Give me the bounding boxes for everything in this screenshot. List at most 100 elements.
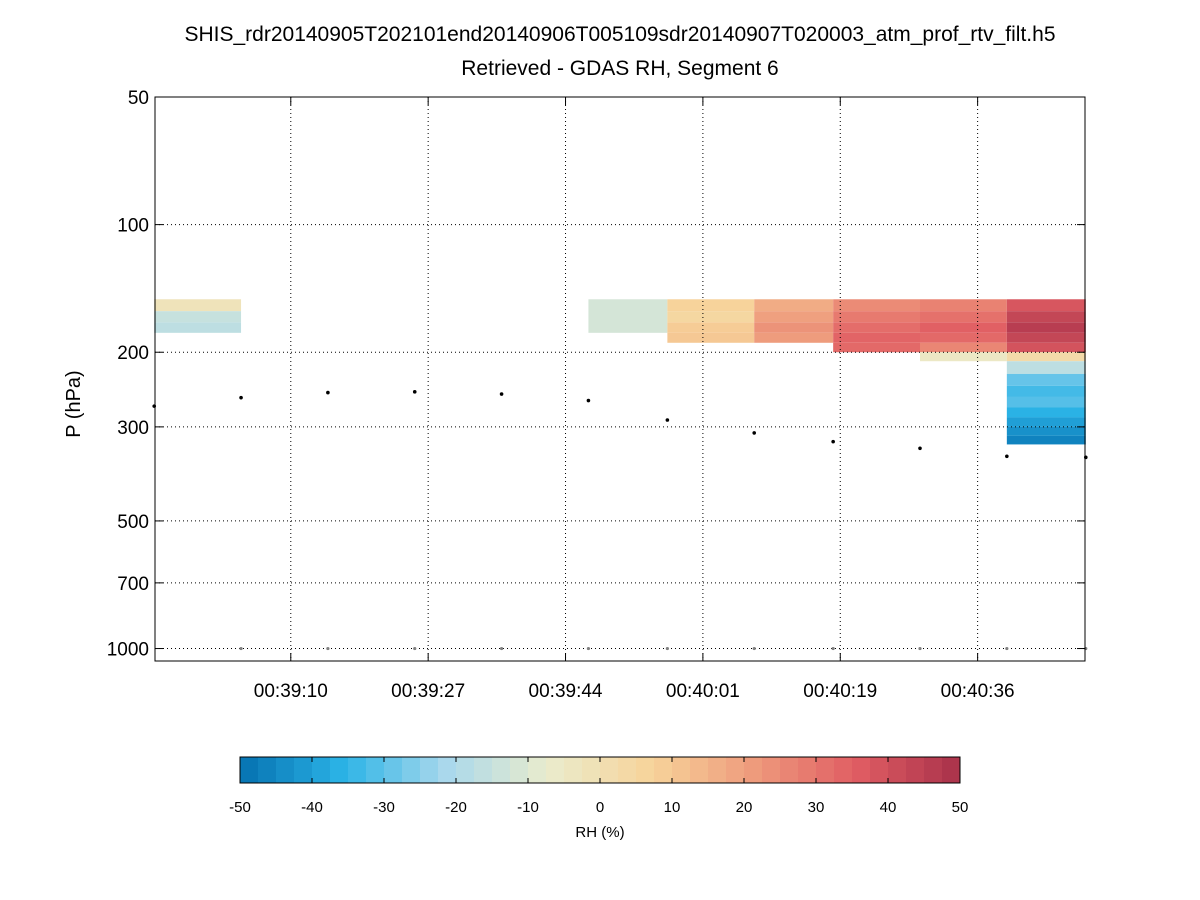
colorbar-swatch: [924, 757, 943, 783]
colorbar-swatch: [870, 757, 889, 783]
x-tick-label: 00:39:27: [391, 681, 465, 702]
colorbar-swatch: [258, 757, 277, 783]
colorbar-swatch: [294, 757, 313, 783]
y-tick-label: 200: [117, 343, 149, 364]
colorbar-ticks: [239, 757, 961, 783]
colorbar-tick-labels: -50 -40 -30 -20 -10 0 10 20 30 40 50: [229, 799, 968, 816]
surface-marker: [918, 646, 922, 651]
colorbar-tick-label: -30: [373, 799, 395, 816]
heatmap-cell: [1006, 426, 1086, 436]
heatmap-cell: [1006, 311, 1086, 323]
colorbar-swatch: [330, 757, 349, 783]
colorbar-swatch: [942, 757, 961, 783]
colorbar-tick-label: -10: [517, 799, 539, 816]
colorbar-swatch: [618, 757, 637, 783]
colorbar-swatch: [276, 757, 295, 783]
colorbar-tick-label: 0: [596, 799, 604, 816]
heatmap-cell: [833, 299, 920, 312]
colorbar-swatch: [240, 757, 259, 783]
y-axis-label: P (hPa): [63, 370, 85, 437]
heatmap-cell: [154, 299, 242, 312]
heatmap-cell: [588, 299, 668, 333]
x-tick-label: 00:39:10: [254, 681, 328, 702]
colorbar-swatch: [888, 757, 907, 783]
colorbar-tick-label: 10: [664, 799, 681, 816]
colorbar-swatch: [906, 757, 925, 783]
colorbar-swatch: [492, 757, 511, 783]
tropopause-marker: [752, 431, 757, 435]
heatmap-cell: [154, 322, 242, 333]
colorbar-label: RH (%): [575, 824, 624, 841]
tropopause-marker: [326, 390, 330, 395]
tropopause-marker: [665, 418, 670, 422]
colorbar-swatch: [780, 757, 799, 783]
title-group: SHIS_rdr20140905T202101end20140906T00510…: [184, 23, 1055, 80]
grid-lines: [155, 96, 1085, 661]
heatmap-cell: [1006, 435, 1086, 445]
heatmap-cell: [754, 322, 834, 333]
colorbar-swatch: [762, 757, 781, 783]
colorbar-swatch: [744, 757, 763, 783]
colorbar-tick-label: 40: [880, 799, 897, 816]
heatmap-cell: [1006, 373, 1086, 386]
heatmap-cell: [920, 311, 1007, 323]
colorbar-swatch: [528, 757, 547, 783]
colorbar-tick-label: 20: [736, 799, 753, 816]
heatmap-cell: [1006, 322, 1086, 333]
tropopause-marker: [1005, 454, 1009, 459]
chart-subtitle: Retrieved - GDAS RH, Segment 6: [461, 57, 778, 80]
surface-marker: [326, 646, 330, 651]
colorbar-swatch: [582, 757, 601, 783]
colorbar-swatch: [852, 757, 871, 783]
heatmap-cell: [833, 342, 920, 353]
colorbar-swatch: [798, 757, 817, 783]
surface-marker: [752, 646, 756, 651]
heatmap-cell: [833, 322, 920, 333]
heatmap-cell: [154, 311, 242, 323]
surface-marker: [239, 646, 243, 651]
heatmap-cell: [920, 342, 1007, 353]
heatmap-cell: [1006, 299, 1086, 312]
surface-marker: [831, 646, 835, 651]
colorbar-swatch: [654, 757, 673, 783]
colorbar-swatch: [546, 757, 565, 783]
y-tick-label: 300: [117, 418, 149, 439]
colorbar-swatch: [672, 757, 691, 783]
colorbar-swatch: [636, 757, 655, 783]
y-tick-label: 100: [117, 216, 149, 237]
surface-marker: [413, 646, 417, 651]
colorbar-swatches: [240, 757, 961, 783]
tropopause-marker: [831, 439, 835, 444]
plot-frame: [154, 96, 1086, 662]
x-tick-label: 00:40:19: [803, 681, 877, 702]
profile-markers: [152, 390, 1088, 651]
surface-marker: [665, 646, 669, 651]
heatmap-cell: [667, 322, 755, 333]
colorbar-swatch: [438, 757, 457, 783]
tropopause-marker: [499, 392, 504, 396]
heatmap-cell: [833, 311, 920, 323]
heatmap-cell: [920, 352, 1007, 362]
x-tick-label: 00:40:36: [941, 681, 1015, 702]
y-tick-labels: 50 100 200 300 500 700 1000: [107, 88, 149, 661]
heatmap-cell: [920, 299, 1007, 312]
x-tick-label: 00:40:01: [666, 681, 740, 702]
colorbar-tick-label: -20: [445, 799, 467, 816]
colorbar-swatch: [456, 757, 475, 783]
chart-title: SHIS_rdr20140905T202101end20140906T00510…: [184, 23, 1055, 46]
colorbar-swatch: [366, 757, 385, 783]
y-tick-label: 500: [117, 512, 149, 533]
surface-marker: [1005, 646, 1009, 651]
heatmap-cell: [667, 332, 755, 343]
surface-marker: [586, 646, 591, 651]
x-tick-labels: 00:39:10 00:39:27 00:39:44 00:40:01 00:40:19…: [254, 681, 1015, 702]
colorbar-swatch: [474, 757, 493, 783]
y-tick-label: 50: [128, 88, 149, 109]
colorbar-tick-label: -40: [301, 799, 323, 816]
colorbar-swatch: [708, 757, 727, 783]
heatmap-cell: [1006, 385, 1086, 397]
surface-marker: [499, 646, 504, 651]
axis-ticks: [155, 96, 1085, 661]
colorbar-swatch: [402, 757, 421, 783]
